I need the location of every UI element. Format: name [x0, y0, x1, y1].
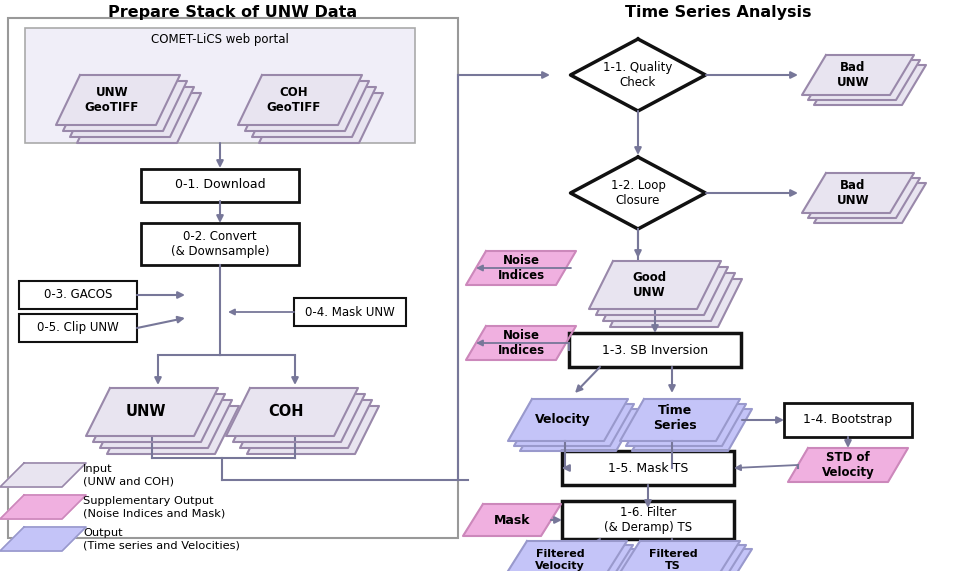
Polygon shape — [70, 87, 194, 137]
Polygon shape — [0, 527, 86, 551]
Polygon shape — [813, 65, 925, 105]
Text: Noise
Indices: Noise Indices — [497, 254, 544, 282]
Polygon shape — [509, 545, 633, 571]
Bar — [561, 501, 734, 539]
Text: 0-5. Clip UNW: 0-5. Clip UNW — [37, 321, 118, 335]
Text: Supplementary Output: Supplementary Output — [83, 496, 213, 506]
Polygon shape — [238, 75, 362, 125]
Bar — [19, 314, 137, 342]
Text: COMET-LiCS web portal: COMET-LiCS web portal — [151, 34, 289, 46]
Polygon shape — [589, 261, 720, 309]
Text: Filtered
TS: Filtered TS — [648, 549, 696, 571]
Text: Bad
UNW: Bad UNW — [836, 61, 868, 89]
Text: 1-6. Filter
(& Deramp) TS: 1-6. Filter (& Deramp) TS — [603, 506, 691, 534]
Text: COH
GeoTIFF: COH GeoTIFF — [267, 86, 321, 114]
Polygon shape — [508, 399, 627, 441]
Text: UNW: UNW — [125, 404, 166, 420]
Polygon shape — [226, 388, 358, 436]
Bar — [141, 168, 298, 202]
Polygon shape — [609, 279, 741, 327]
Polygon shape — [787, 448, 907, 482]
Polygon shape — [77, 93, 200, 143]
Polygon shape — [259, 93, 382, 143]
Bar — [568, 333, 740, 367]
Polygon shape — [519, 409, 640, 451]
Bar — [25, 28, 415, 143]
Bar — [8, 18, 458, 538]
Text: 0-2. Convert
(& Downsample): 0-2. Convert (& Downsample) — [170, 230, 269, 258]
Polygon shape — [240, 400, 372, 448]
Text: (Noise Indices and Mask): (Noise Indices and Mask) — [83, 509, 225, 519]
Text: Prepare Stack of UNW Data: Prepare Stack of UNW Data — [109, 5, 357, 19]
Polygon shape — [466, 326, 575, 360]
Text: Noise
Indices: Noise Indices — [497, 329, 544, 357]
Text: Mask: Mask — [493, 513, 530, 526]
Text: Bad
UNW: Bad UNW — [836, 179, 868, 207]
Bar — [141, 223, 298, 265]
Text: Good
UNW: Good UNW — [631, 271, 665, 299]
Text: 1-4. Bootstrap: 1-4. Bootstrap — [803, 413, 892, 427]
Polygon shape — [813, 183, 925, 223]
Polygon shape — [63, 81, 187, 131]
Text: 0-1. Download: 0-1. Download — [174, 179, 265, 191]
Text: COH: COH — [268, 404, 303, 420]
Polygon shape — [86, 388, 218, 436]
Text: 0-4. Mask UNW: 0-4. Mask UNW — [305, 305, 394, 319]
Polygon shape — [627, 549, 751, 571]
Polygon shape — [615, 541, 739, 571]
Polygon shape — [570, 39, 705, 111]
Polygon shape — [93, 394, 225, 442]
Text: STD of
Velocity: STD of Velocity — [821, 451, 873, 479]
Polygon shape — [807, 178, 919, 218]
Polygon shape — [466, 251, 575, 285]
Polygon shape — [233, 394, 365, 442]
Polygon shape — [246, 406, 378, 454]
Text: Velocity: Velocity — [535, 413, 590, 427]
Polygon shape — [619, 399, 739, 441]
Polygon shape — [801, 173, 913, 213]
Text: Input: Input — [83, 464, 112, 474]
Polygon shape — [251, 87, 376, 137]
Text: 0-3. GACOS: 0-3. GACOS — [44, 288, 112, 301]
Polygon shape — [602, 273, 734, 321]
Bar — [293, 298, 406, 326]
Polygon shape — [244, 81, 369, 131]
Polygon shape — [107, 406, 239, 454]
Polygon shape — [625, 404, 745, 446]
Bar — [19, 281, 137, 309]
Text: (UNW and COH): (UNW and COH) — [83, 477, 174, 487]
Polygon shape — [503, 541, 626, 571]
Polygon shape — [0, 463, 86, 487]
Text: (Time series and Velocities): (Time series and Velocities) — [83, 541, 240, 551]
Text: Filtered
Velocity: Filtered Velocity — [535, 549, 584, 571]
Text: 1-2. Loop
Closure: 1-2. Loop Closure — [610, 179, 665, 207]
Bar — [783, 403, 911, 437]
Polygon shape — [807, 60, 919, 100]
Text: 1-5. Mask TS: 1-5. Mask TS — [607, 461, 688, 475]
Polygon shape — [570, 157, 705, 229]
Text: 1-3. SB Inversion: 1-3. SB Inversion — [601, 344, 707, 356]
Polygon shape — [801, 55, 913, 95]
Polygon shape — [596, 267, 728, 315]
Text: Time Series Analysis: Time Series Analysis — [624, 5, 811, 19]
Polygon shape — [514, 549, 639, 571]
Polygon shape — [463, 504, 560, 536]
Polygon shape — [621, 545, 745, 571]
Text: Output: Output — [83, 528, 122, 538]
Text: Time
Series: Time Series — [652, 404, 696, 432]
Polygon shape — [0, 495, 86, 519]
Polygon shape — [100, 400, 232, 448]
Text: UNW
GeoTIFF: UNW GeoTIFF — [85, 86, 139, 114]
Bar — [561, 451, 734, 485]
Polygon shape — [632, 409, 751, 451]
Polygon shape — [513, 404, 634, 446]
Text: 1-1. Quality
Check: 1-1. Quality Check — [602, 61, 672, 89]
Polygon shape — [56, 75, 180, 125]
